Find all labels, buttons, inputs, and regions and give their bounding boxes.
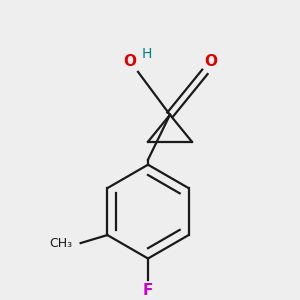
Text: H: H [142, 47, 152, 61]
Text: CH₃: CH₃ [50, 237, 73, 250]
Text: F: F [143, 283, 153, 298]
Text: O: O [204, 54, 218, 69]
Text: O: O [124, 54, 136, 69]
